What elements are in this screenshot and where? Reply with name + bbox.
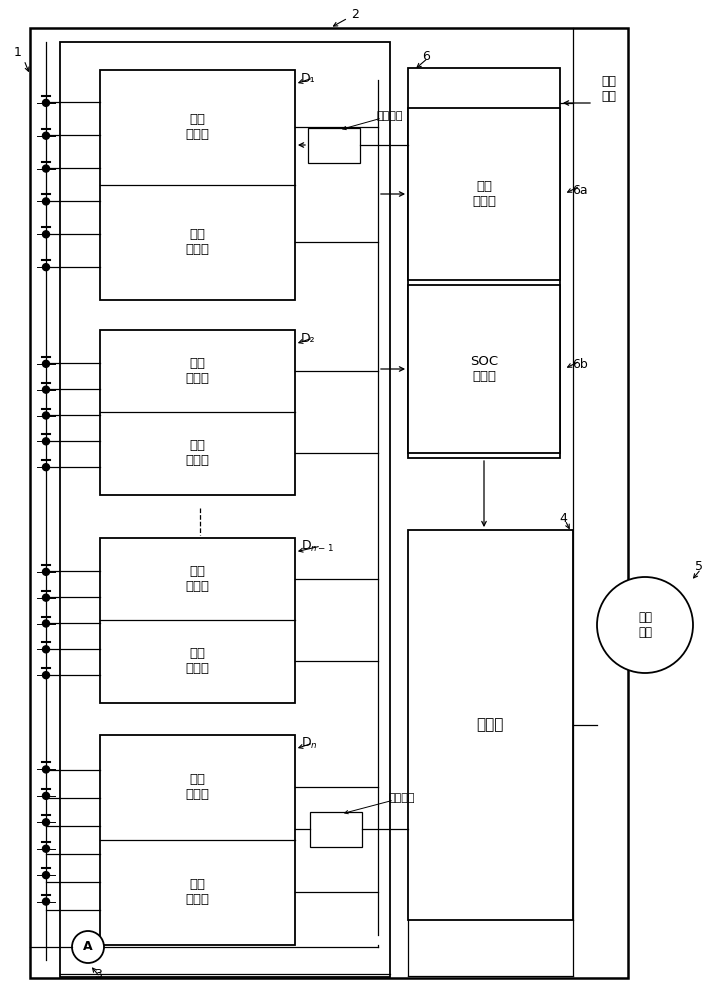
FancyBboxPatch shape [100, 538, 295, 703]
Circle shape [43, 568, 50, 575]
Circle shape [43, 99, 50, 106]
Circle shape [43, 386, 50, 393]
Circle shape [43, 672, 50, 679]
Circle shape [43, 412, 50, 419]
Text: 4: 4 [559, 512, 567, 524]
Text: D₁: D₁ [301, 72, 316, 85]
Circle shape [43, 594, 50, 601]
Circle shape [597, 577, 693, 673]
Text: 温度
检测部: 温度 检测部 [185, 878, 209, 906]
FancyBboxPatch shape [30, 28, 628, 978]
Text: 温度
检测部: 温度 检测部 [185, 228, 209, 256]
Text: 电压
检测部: 电压 检测部 [185, 357, 209, 385]
Text: 行驶
电机: 行驶 电机 [638, 611, 652, 639]
Circle shape [43, 792, 50, 799]
FancyBboxPatch shape [408, 108, 560, 280]
Text: 3: 3 [94, 968, 102, 982]
Circle shape [43, 646, 50, 653]
Text: 绝缘元件: 绝缘元件 [377, 111, 403, 121]
FancyBboxPatch shape [60, 42, 390, 977]
Text: 绝缘元件: 绝缘元件 [389, 793, 415, 803]
Circle shape [43, 845, 50, 852]
Circle shape [43, 872, 50, 879]
Text: 6: 6 [422, 49, 430, 62]
Circle shape [43, 165, 50, 172]
Circle shape [43, 360, 50, 367]
Circle shape [43, 231, 50, 238]
Text: 驾驶
指示: 驾驶 指示 [601, 75, 616, 103]
Text: 电压
检测部: 电压 检测部 [185, 113, 209, 141]
Circle shape [72, 931, 104, 963]
Text: 温度
检测部: 温度 检测部 [185, 439, 209, 467]
Text: 电压
检测部: 电压 检测部 [185, 773, 209, 801]
Text: D₂: D₂ [301, 332, 316, 344]
Text: 温度
检测部: 温度 检测部 [185, 647, 209, 675]
FancyBboxPatch shape [308, 128, 360, 163]
FancyBboxPatch shape [100, 330, 295, 495]
FancyBboxPatch shape [100, 735, 295, 945]
Text: SOC
运算部: SOC 运算部 [470, 355, 498, 383]
Text: 2: 2 [351, 7, 359, 20]
Text: 1: 1 [14, 45, 22, 58]
Text: 逆变器: 逆变器 [477, 718, 504, 732]
FancyBboxPatch shape [408, 530, 573, 920]
FancyBboxPatch shape [408, 68, 560, 458]
Text: 6b: 6b [572, 359, 588, 371]
Text: A: A [83, 940, 93, 954]
Text: D$_{n-1}$: D$_{n-1}$ [301, 538, 334, 554]
FancyBboxPatch shape [408, 285, 560, 453]
Text: 异常
判定部: 异常 判定部 [472, 180, 496, 208]
FancyBboxPatch shape [310, 812, 362, 847]
Circle shape [43, 464, 50, 471]
Circle shape [43, 819, 50, 826]
Text: 5: 5 [695, 560, 703, 574]
Circle shape [43, 438, 50, 445]
Circle shape [43, 264, 50, 271]
Text: 电压
检测部: 电压 检测部 [185, 565, 209, 593]
Circle shape [43, 898, 50, 905]
Text: 6a: 6a [572, 184, 588, 196]
Circle shape [43, 198, 50, 205]
Circle shape [43, 620, 50, 627]
Text: D$_n$: D$_n$ [301, 735, 318, 751]
Circle shape [43, 766, 50, 773]
FancyBboxPatch shape [100, 70, 295, 300]
Circle shape [43, 132, 50, 139]
